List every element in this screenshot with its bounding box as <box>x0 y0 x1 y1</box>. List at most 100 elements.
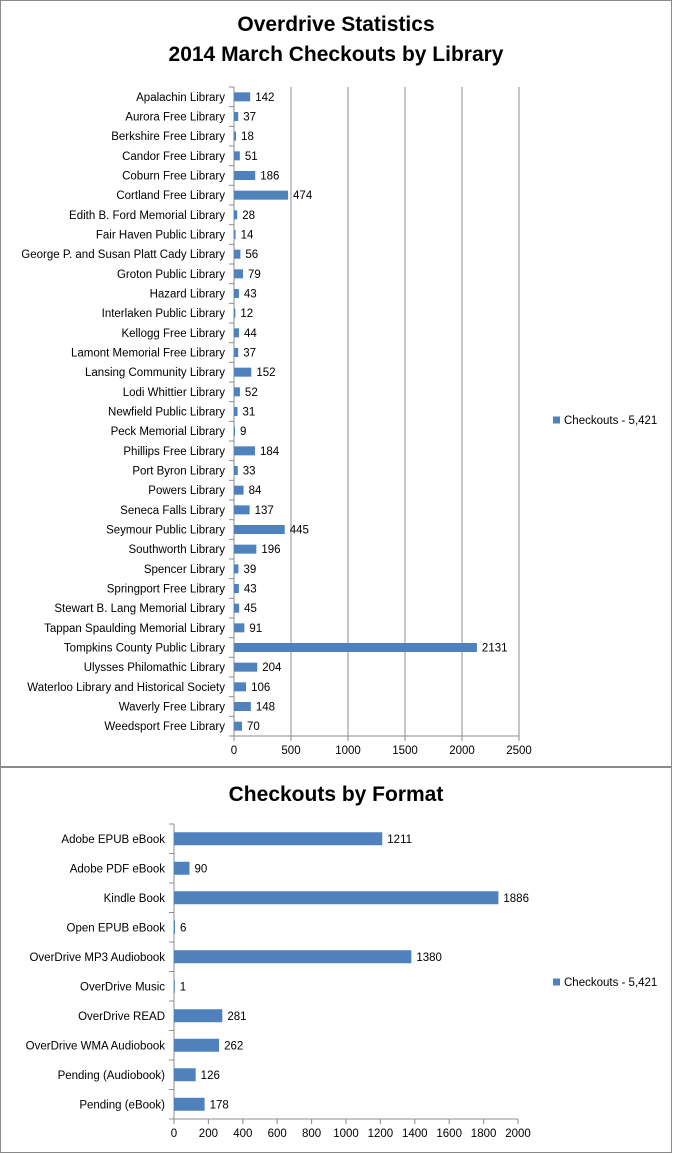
x-tick-label: 600 <box>268 1128 287 1140</box>
data-label: 91 <box>249 623 262 635</box>
category-label: Powers Library <box>148 485 225 497</box>
category-label: Pending (Audiobook) <box>58 1070 166 1082</box>
bar <box>234 367 252 377</box>
data-label: 186 <box>260 171 279 183</box>
category-label: Apalachin Library <box>136 92 225 104</box>
bar <box>234 387 240 397</box>
bar <box>234 564 239 574</box>
bar <box>174 920 176 934</box>
data-label: 44 <box>244 328 257 340</box>
bar <box>234 525 285 534</box>
data-label: 1211 <box>387 834 412 846</box>
category-label: Tompkins County Public Library <box>64 643 225 655</box>
category-label: OverDrive MP3 Audiobook <box>29 952 165 964</box>
category-label: Lodi Whittier Library <box>123 387 226 399</box>
bar <box>234 249 241 259</box>
x-tick-label: 1400 <box>402 1128 428 1140</box>
bar <box>234 544 257 554</box>
bar <box>234 151 240 161</box>
category-label: Edith B. Ford Memorial Library <box>69 210 225 222</box>
data-label: 28 <box>242 210 255 222</box>
category-label: Aurora Free Library <box>125 112 225 124</box>
category-label: Newfield Public Library <box>108 407 225 419</box>
data-label: 43 <box>244 289 257 301</box>
format-chart: 0 200 400 600 800 1000 1200 1400 1600 1800 2000 Ado… <box>26 823 657 1140</box>
x-tick-label: 800 <box>302 1128 321 1140</box>
data-label: 70 <box>247 721 260 733</box>
data-label: 33 <box>243 466 256 478</box>
legend-label: Checkouts - 5,421 <box>564 415 657 427</box>
category-label: Adobe EPUB eBook <box>61 834 165 846</box>
data-label: 1380 <box>416 952 442 964</box>
bar <box>234 505 250 515</box>
category-label: Southworth Library <box>128 544 225 556</box>
category-label: Ulysses Philomathic Library <box>84 662 225 674</box>
x-tick-label: 1500 <box>392 745 418 757</box>
x-tick-label: 1600 <box>436 1128 462 1140</box>
x-tick-label: 200 <box>199 1128 218 1140</box>
bar <box>174 950 412 964</box>
bar <box>174 1038 220 1052</box>
bar <box>234 210 238 220</box>
data-label: 14 <box>241 230 254 242</box>
data-label: 281 <box>227 1011 246 1023</box>
bar <box>234 289 239 298</box>
data-label: 1 <box>180 981 186 993</box>
bar <box>174 832 383 846</box>
bar <box>174 1068 196 1082</box>
bar <box>234 623 245 633</box>
data-label: 52 <box>245 387 258 399</box>
bar <box>234 682 247 692</box>
category-label: Peck Memorial Library <box>111 426 226 438</box>
category-label: Waterloo Library and Historical Society <box>27 682 225 694</box>
bar <box>174 1009 223 1023</box>
category-label: Candor Free Library <box>122 151 225 163</box>
data-label: 2131 <box>482 643 508 655</box>
format-chart-panel: Checkouts by Format 0 200 400 600 800 1000 120… <box>0 767 672 1153</box>
bar <box>234 131 237 141</box>
data-label: 37 <box>243 112 256 124</box>
category-label: Cortland Free Library <box>116 190 225 202</box>
bar <box>234 230 236 239</box>
data-label: 126 <box>201 1070 220 1082</box>
data-label: 148 <box>256 702 275 714</box>
bar <box>174 891 499 905</box>
bar <box>234 190 289 200</box>
category-label: OverDrive Music <box>80 981 165 993</box>
x-tick-label: 1000 <box>333 1128 359 1140</box>
category-label: Hazard Library <box>150 289 226 301</box>
data-label: 43 <box>244 584 257 596</box>
category-label: OverDrive READ <box>78 1011 165 1023</box>
x-tick-label: 400 <box>233 1128 252 1140</box>
data-label: 152 <box>256 367 275 379</box>
data-label: 106 <box>251 682 270 694</box>
x-tick-label: 2000 <box>505 1128 531 1140</box>
category-label: Open EPUB eBook <box>67 922 166 934</box>
legend-swatch <box>553 978 560 986</box>
bar <box>234 92 251 102</box>
bar <box>234 269 244 279</box>
library-chart-panel: Overdrive Statistics 2014 March Checkout… <box>0 0 672 767</box>
category-label: OverDrive WMA Audiobook <box>26 1040 166 1052</box>
category-label: Springport Free Library <box>107 584 225 596</box>
legend-swatch <box>553 416 560 424</box>
bar <box>234 446 255 456</box>
data-label: 204 <box>262 662 282 674</box>
bar <box>234 308 236 318</box>
bar <box>174 1097 205 1111</box>
category-label: Spencer Library <box>144 564 225 576</box>
library-chart-title: Overdrive Statistics <box>237 13 435 36</box>
category-label: Lamont Memorial Free Library <box>71 348 225 360</box>
legend-label: Checkouts - 5,421 <box>564 977 657 989</box>
data-label: 84 <box>249 485 262 497</box>
bar <box>234 348 239 357</box>
data-label: 12 <box>240 308 253 320</box>
bar <box>234 328 240 338</box>
category-label: Interlaken Public Library <box>102 308 226 320</box>
category-label: Lansing Community Library <box>85 367 225 379</box>
x-tick-label: 500 <box>281 745 300 757</box>
category-label: Berkshire Free Library <box>111 131 225 143</box>
data-label: 184 <box>260 446 280 458</box>
data-label: 142 <box>255 92 274 104</box>
bar <box>234 643 477 652</box>
